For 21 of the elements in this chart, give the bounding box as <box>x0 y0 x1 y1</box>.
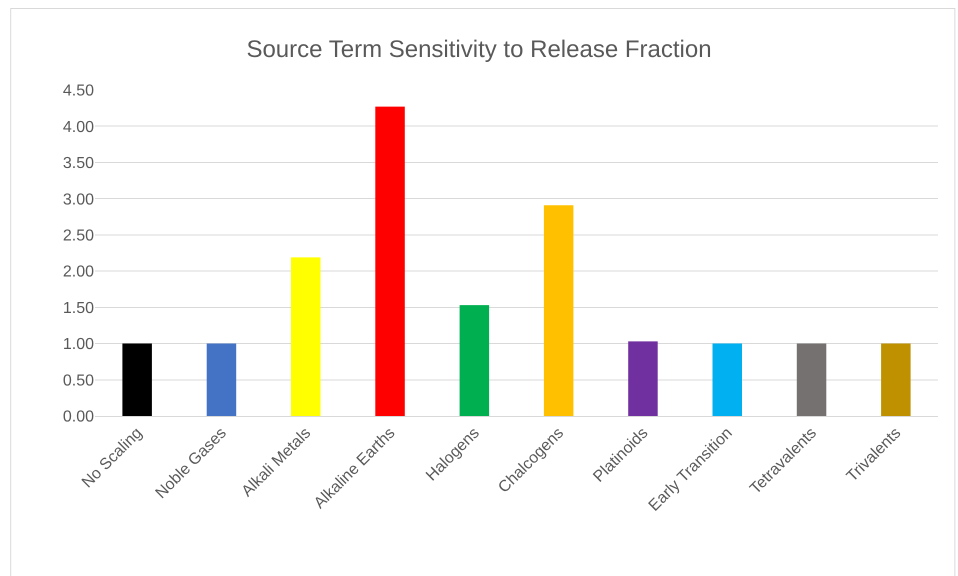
y-tick-label: 3.50 <box>62 155 94 172</box>
bar <box>796 344 826 416</box>
y-tick-label: 4.50 <box>62 82 94 100</box>
y-tick-label: 1.00 <box>62 336 94 354</box>
bar <box>122 344 152 416</box>
bar <box>628 341 658 416</box>
y-tick-label: 0.50 <box>62 372 94 390</box>
y-tick-label: 0.00 <box>62 408 94 426</box>
bar <box>544 205 574 416</box>
y-tick-label: 2.50 <box>62 227 94 244</box>
bar <box>712 344 742 416</box>
bar <box>460 305 490 416</box>
bar <box>375 106 405 416</box>
bar <box>881 344 911 416</box>
y-tick-label: 3.00 <box>62 191 94 208</box>
y-tick-label: 4.00 <box>62 118 94 136</box>
chart-title: Source Term Sensitivity to Release Fraction <box>246 36 712 64</box>
bar <box>206 344 236 416</box>
y-tick-label: 1.50 <box>62 300 94 317</box>
bar <box>291 257 320 416</box>
y-tick-label: 2.00 <box>62 264 94 281</box>
